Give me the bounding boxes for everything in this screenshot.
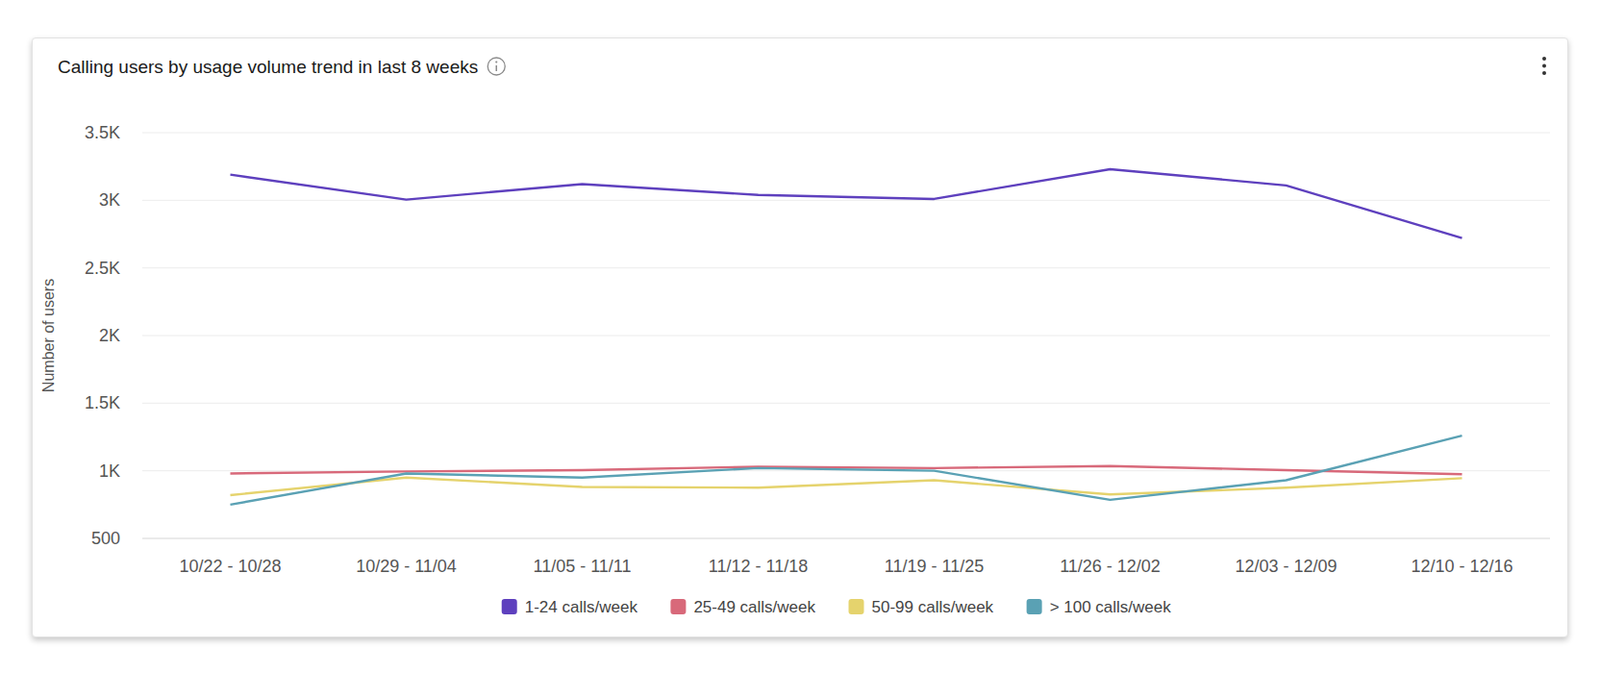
legend-label: 50-99 calls/week [872, 598, 995, 617]
series-line [230, 435, 1463, 505]
grid-line [142, 538, 1550, 540]
legend-label: 25-49 calls/week [693, 598, 816, 617]
legend-swatch [1026, 599, 1043, 615]
chart: Calling users by usage volume trend in l… [0, 0, 1600, 673]
y-tick-label: 2K [99, 325, 121, 346]
grid-line [142, 132, 1550, 134]
y-tick-label: 500 [91, 528, 121, 549]
legend-swatch [501, 599, 518, 615]
x-tick-label: 11/26 - 12/02 [1059, 556, 1161, 576]
menu-icon[interactable] [1542, 56, 1547, 61]
title: Calling users by usage volume trend in l… [57, 56, 478, 77]
legend-label: > 100 calls/week [1050, 598, 1173, 617]
y-tick-label: 3K [99, 190, 121, 210]
x-tick-label: 11/05 - 11/11 [532, 556, 631, 576]
y-tick-label: 1.5K [84, 393, 121, 413]
y-axis-label: Number of users [40, 278, 57, 393]
legend: 1-24 calls/week 25-49 calls/week 50-99 cal… [501, 598, 1173, 617]
legend-label: 1-24 calls/week [525, 598, 639, 617]
info-icon [495, 60, 498, 63]
legend-swatch [670, 599, 686, 615]
grid-line [142, 402, 1550, 404]
info-icon [495, 65, 498, 72]
y-tick-label: 1K [99, 461, 121, 481]
menu-icon[interactable] [1542, 71, 1547, 75]
info-icon [487, 57, 505, 75]
menu-icon[interactable] [1542, 64, 1547, 69]
y-tick-label: 2.5K [84, 258, 121, 278]
x-tick-label: 12/10 - 12/16 [1410, 556, 1513, 576]
x-tick-label: 11/12 - 11/18 [708, 556, 808, 576]
grid-line [142, 335, 1550, 337]
legend-swatch [849, 599, 865, 615]
series-line [230, 169, 1463, 239]
plot-area [230, 169, 1463, 505]
card [31, 37, 1569, 638]
x-tick-label: 10/22 - 10/28 [178, 556, 281, 576]
x-tick-label: 12/03 - 12/09 [1234, 556, 1337, 576]
x-tick-label: 11/19 - 11/25 [884, 556, 984, 576]
grid-line [142, 267, 1550, 269]
x-tick-label: 10/29 - 11/04 [355, 556, 457, 576]
y-tick-label: 3.5K [84, 123, 121, 143]
